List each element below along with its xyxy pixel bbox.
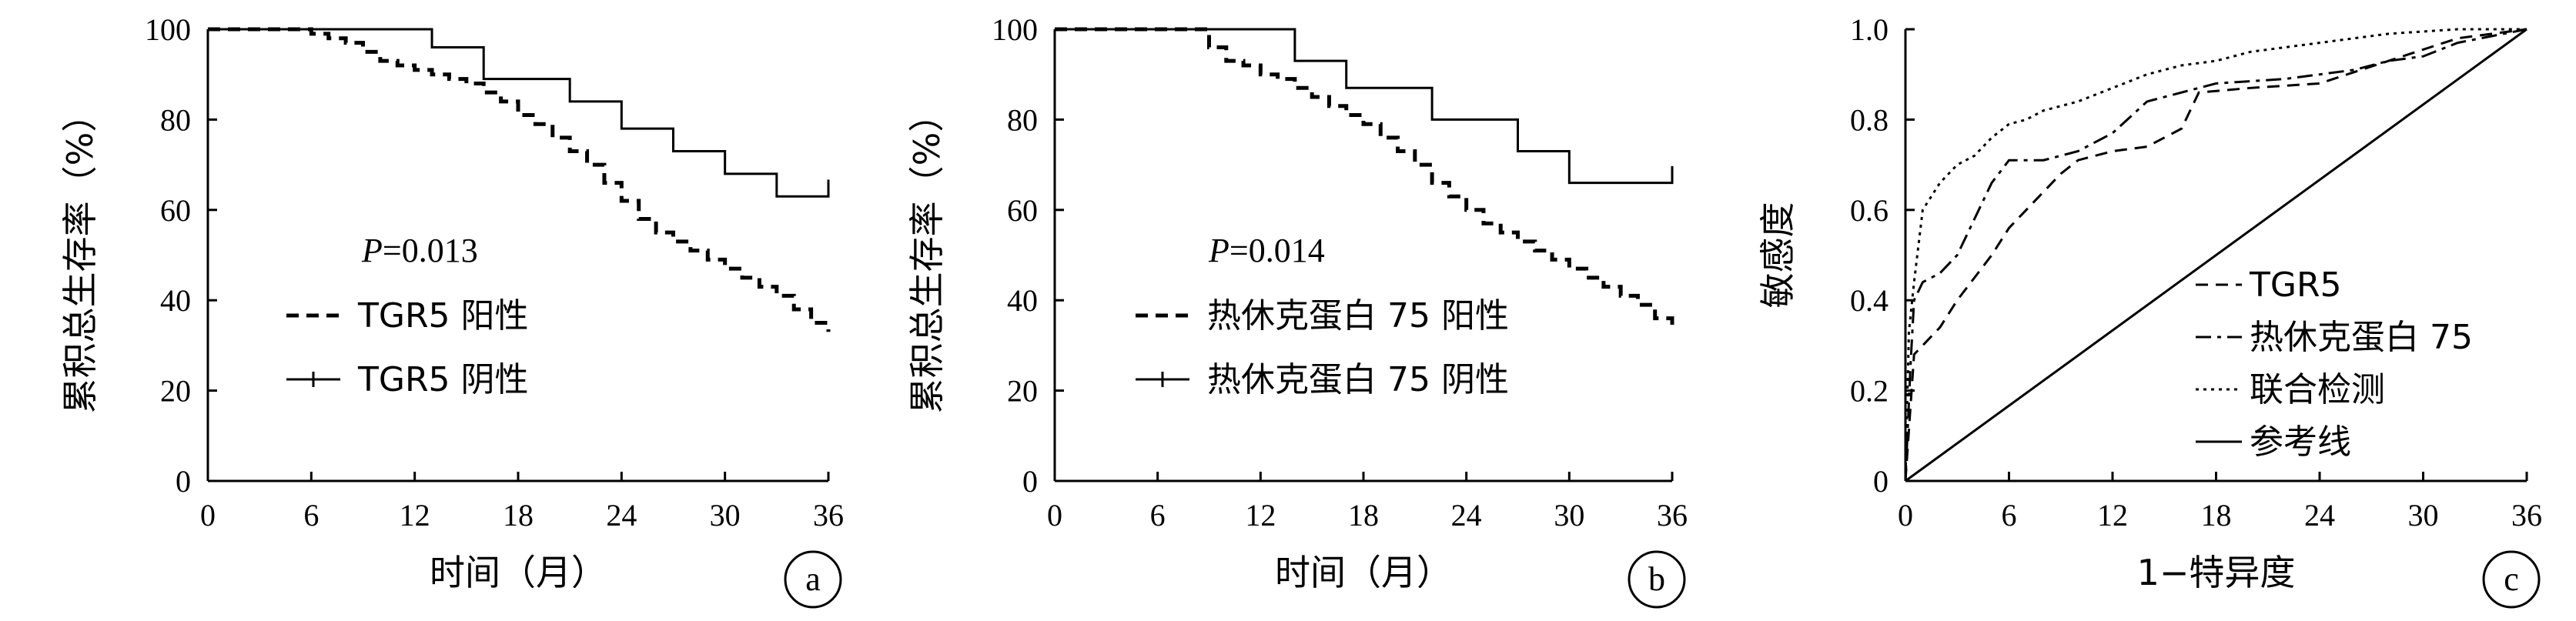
x-tick-label: 0 [1047, 498, 1062, 533]
y-axis-label: 敏感度 [1757, 202, 1798, 309]
y-tick-label: 20 [160, 374, 191, 409]
x-tick-label: 6 [2002, 498, 2017, 533]
p-value-annotation: P=0.014 [1208, 232, 1325, 269]
panel-label-circle [784, 550, 842, 609]
chart-panel-a: 0 6 12 18 24 30 36 0 20 40 60 80 100 时间（月） 累积总生存率（%） a T… [59, 12, 844, 609]
series-line-0 [1904, 28, 2527, 482]
panel-label-circle [2482, 550, 2541, 609]
chart-panel-b: 0 6 12 18 24 30 36 0 20 40 60 80 100 时间（月） 累积总生存率（%） b 热… [906, 12, 1688, 609]
legend-label-2: 联合检测 [2250, 370, 2385, 409]
p-value-number: =0.013 [383, 232, 478, 269]
chart-panel-c: 0 6 12 18 24 30 36 0 0.2 0.4 0.6 0.8 1.0 1−特异度 敏感度 c TGR… [1757, 12, 2542, 609]
legend-label-3: 参考线 [2250, 422, 2351, 462]
panel-label-circle [1628, 550, 1686, 609]
y-tick-label: 0 [176, 464, 191, 499]
p-value-italic: P [361, 232, 383, 269]
y-axis-label: 累积总生存率（%） [59, 97, 101, 414]
y-tick-label: 0.8 [1850, 102, 1889, 137]
x-tick-label: 36 [813, 498, 844, 533]
p-value-number: =0.014 [1229, 232, 1325, 269]
x-tick-label: 24 [2304, 498, 2335, 533]
x-tick-label: 12 [1245, 498, 1276, 533]
y-tick-label: 60 [160, 193, 191, 228]
x-tick-label: 0 [200, 498, 216, 533]
legend-label-0: TGR5 [2249, 265, 2342, 305]
x-axis-label: 时间（月） [1275, 552, 1452, 593]
y-tick-label: 0.4 [1850, 283, 1889, 318]
x-tick-label: 18 [503, 498, 534, 533]
p-value-annotation: P=0.013 [361, 232, 478, 269]
x-tick-label: 24 [606, 498, 637, 533]
series-line-1 [208, 28, 830, 198]
panel-label: b [1648, 560, 1665, 598]
y-tick-label: 100 [992, 12, 1038, 47]
legend-label-0: TGR5 阳性 [357, 296, 529, 336]
y-tick-label: 40 [1007, 283, 1038, 318]
series-line-3 [1905, 28, 2527, 482]
y-tick-label: 0.6 [1850, 193, 1889, 228]
x-tick-label: 24 [1451, 498, 1482, 533]
x-tick-label: 36 [2511, 498, 2542, 533]
x-tick-label: 30 [2408, 498, 2439, 533]
x-tick-label: 30 [710, 498, 741, 533]
y-tick-label: 0 [1873, 464, 1889, 499]
y-tick-label: 0 [1022, 464, 1038, 499]
x-tick-label: 18 [1348, 498, 1379, 533]
y-tick-label: 20 [1007, 374, 1038, 409]
y-tick-label: 60 [1007, 193, 1038, 228]
y-tick-label: 100 [145, 12, 191, 47]
series-line-0 [1055, 27, 1674, 332]
series-line-2 [1904, 28, 2527, 482]
legend-label-1: 热休克蛋白 75 [2250, 318, 2473, 357]
series-line-1 [1055, 28, 1674, 185]
legend-label-1: TGR5 阴性 [357, 360, 529, 399]
y-tick-label: 1.0 [1850, 12, 1889, 47]
legend-label-1: 热休克蛋白 75 阴性 [1207, 360, 1509, 399]
series-line-0 [208, 27, 831, 332]
panel-label: a [805, 560, 821, 598]
y-tick-label: 40 [160, 283, 191, 318]
y-tick-label: 80 [160, 102, 191, 137]
y-tick-label: 80 [1007, 102, 1038, 137]
y-axis-label: 累积总生存率（%） [906, 97, 948, 414]
x-tick-label: 12 [400, 498, 430, 533]
y-tick-label: 0.2 [1850, 374, 1889, 409]
x-axis-label: 时间（月） [430, 552, 607, 593]
x-tick-label: 6 [303, 498, 319, 533]
x-axis-label: 1−特异度 [2137, 552, 2296, 593]
x-tick-label: 12 [2097, 498, 2128, 533]
legend-label-0: 热休克蛋白 75 阳性 [1207, 296, 1509, 336]
x-tick-label: 36 [1657, 498, 1688, 533]
panel-label: c [2504, 560, 2519, 598]
x-tick-label: 18 [2201, 498, 2232, 533]
series-line-1 [1904, 28, 2527, 482]
x-tick-label: 6 [1150, 498, 1166, 533]
x-tick-label: 30 [1554, 498, 1584, 533]
p-value-italic: P [1208, 232, 1229, 269]
x-tick-label: 0 [1898, 498, 1913, 533]
